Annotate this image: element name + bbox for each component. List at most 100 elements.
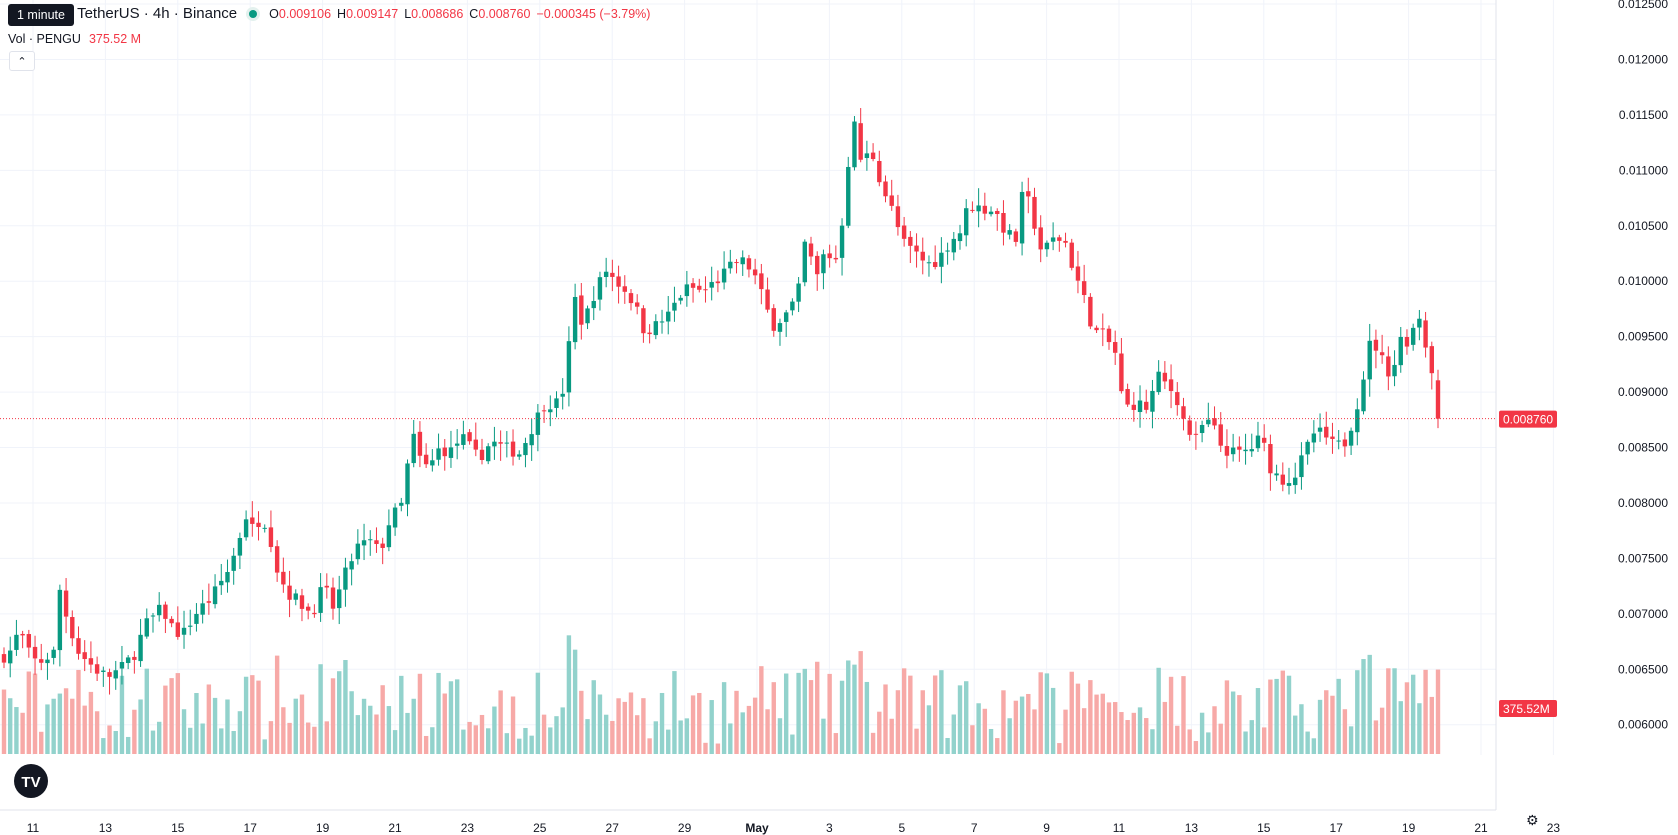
symbol-legend[interactable]: U / TetherUS · 4h · Binance O0.009106 H0… xyxy=(8,5,650,22)
volume-bar xyxy=(461,729,466,754)
volume-bar xyxy=(647,738,652,754)
time-tick-label: 21 xyxy=(1474,821,1488,835)
candle xyxy=(337,575,342,625)
candle-body xyxy=(1317,427,1323,432)
candle-body xyxy=(759,273,764,290)
candle-body xyxy=(150,615,156,617)
candle-body xyxy=(926,262,932,264)
candle-body xyxy=(976,205,981,212)
candle xyxy=(386,509,392,552)
candle-body xyxy=(1050,237,1056,242)
candle-body xyxy=(454,443,460,446)
candle-body xyxy=(1311,433,1317,443)
volume-bar xyxy=(144,668,149,754)
volume-bar xyxy=(988,728,994,754)
candle xyxy=(616,265,621,304)
volume-legend[interactable]: Vol · PENGU 375.52 M xyxy=(8,32,141,46)
candle xyxy=(783,309,789,337)
candle-body xyxy=(1001,213,1006,233)
candle xyxy=(746,254,752,278)
candle xyxy=(572,283,578,350)
volume-bar xyxy=(473,725,478,754)
market-status-icon[interactable] xyxy=(249,9,258,18)
candle-body xyxy=(20,633,25,636)
candle xyxy=(1274,464,1279,481)
price-tick-label: 0.008500 xyxy=(1618,441,1668,455)
candle xyxy=(1224,429,1230,469)
candle xyxy=(1336,429,1341,450)
time-tick-label: 27 xyxy=(606,821,620,835)
volume-bar xyxy=(436,672,441,754)
candle-body xyxy=(1348,430,1354,446)
volume-bar xyxy=(1361,659,1366,754)
candle xyxy=(243,510,249,541)
volume-bar xyxy=(82,705,87,754)
volume-bar xyxy=(1249,720,1254,754)
volume-bar xyxy=(579,690,584,754)
candle xyxy=(299,588,305,622)
volume-bar xyxy=(8,698,13,754)
volume-bar xyxy=(1144,718,1149,754)
candle xyxy=(1255,421,1261,452)
volume-bar xyxy=(1069,671,1074,754)
candle-body xyxy=(324,585,330,588)
candle-body xyxy=(1106,328,1112,343)
candle-body xyxy=(1038,227,1043,250)
collapse-legend-button[interactable]: ⌃ xyxy=(9,51,35,71)
candle-body xyxy=(666,311,671,322)
volume-bar xyxy=(877,711,882,754)
volume-bar xyxy=(1013,700,1019,754)
volume-bar xyxy=(1392,668,1397,754)
candle xyxy=(672,286,677,322)
volume-bar xyxy=(138,699,143,754)
candle xyxy=(827,244,832,268)
volume-bar xyxy=(790,734,795,754)
candle-body xyxy=(566,341,572,393)
volume-bar xyxy=(1293,715,1298,754)
candle-body xyxy=(802,241,808,283)
candle xyxy=(566,326,572,407)
candle-body xyxy=(436,448,441,460)
candle-body xyxy=(932,262,938,268)
last-price-value: 0.008760 xyxy=(1503,413,1553,427)
candle xyxy=(125,655,131,670)
candle xyxy=(32,635,38,675)
price-tick-label: 0.007000 xyxy=(1618,607,1668,621)
volume-bar xyxy=(262,739,267,754)
candle xyxy=(1299,442,1304,490)
candle xyxy=(1317,413,1323,442)
volume-bar xyxy=(1423,669,1428,754)
volume-bar xyxy=(442,693,447,754)
volume-bar xyxy=(287,722,292,754)
candle xyxy=(479,438,485,465)
candle-body xyxy=(256,522,261,528)
candle-body xyxy=(330,587,336,609)
candle-body xyxy=(45,659,50,664)
volume-bar xyxy=(653,721,659,754)
candle xyxy=(343,557,348,607)
candle xyxy=(964,199,969,247)
volume-bar xyxy=(659,692,665,754)
symbol-title[interactable]: U / TetherUS · 4h · Binance xyxy=(54,5,238,22)
volume-bar xyxy=(107,725,112,754)
candle xyxy=(529,418,534,461)
candle-body xyxy=(752,269,758,276)
volume-bar xyxy=(219,728,224,754)
volume-bar xyxy=(1373,720,1379,754)
candle-body xyxy=(703,289,708,291)
volume-bar xyxy=(821,718,826,754)
gear-icon[interactable]: ⚙ xyxy=(1526,812,1539,828)
ohlc-values: O0.009106 H0.009147 L0.008686 C0.008760 … xyxy=(269,6,651,21)
candle xyxy=(1088,293,1093,330)
volume-bar xyxy=(517,738,522,754)
candle xyxy=(219,563,224,595)
candle xyxy=(833,245,839,264)
candle-body xyxy=(1131,404,1137,410)
candle-body xyxy=(1429,346,1434,374)
candle xyxy=(554,391,559,418)
candle xyxy=(138,618,143,667)
candle-body xyxy=(815,255,820,275)
candle xyxy=(144,608,149,639)
candle-body xyxy=(517,454,522,457)
